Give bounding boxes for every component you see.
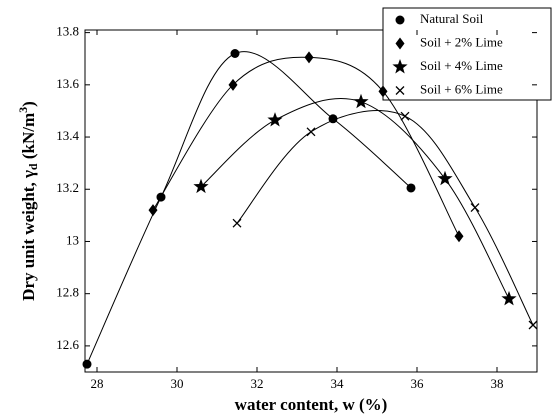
marker — [501, 290, 517, 306]
x-tick-label: 32 — [251, 376, 264, 391]
x-tick-label: 38 — [491, 376, 504, 391]
legend-marker — [395, 86, 405, 95]
marker — [193, 178, 209, 194]
legend-marker — [395, 15, 405, 25]
y-label-sup: 3 — [16, 107, 30, 113]
x-tick-label: 34 — [331, 376, 345, 391]
y-tick-label: 13 — [66, 232, 79, 247]
y-label-part: (kN/m — [19, 113, 38, 164]
y-tick-label: 13.6 — [56, 76, 79, 91]
y-tick-label: 13.4 — [56, 128, 79, 143]
marker — [353, 93, 369, 109]
fit-curve — [86, 51, 412, 365]
y-label-part: Dry unit weight, γ — [19, 170, 38, 301]
legend-label: Soil + 4% Lime — [420, 58, 503, 73]
marker — [454, 230, 464, 243]
x-axis-label: water content, w (%) — [235, 395, 388, 414]
y-label-sub: d — [26, 163, 40, 170]
marker — [437, 170, 453, 186]
marker — [306, 127, 316, 137]
legend-box — [382, 7, 552, 101]
marker — [148, 204, 158, 217]
legend-label: Soil + 6% Lime — [420, 81, 503, 96]
marker — [470, 203, 480, 212]
marker — [267, 112, 283, 127]
marker — [228, 78, 238, 91]
marker — [528, 320, 538, 330]
y-axis-label: Dry unit weight, γd (kN/m3) — [16, 101, 40, 301]
marker — [378, 85, 388, 98]
marker — [406, 183, 416, 193]
x-tick-label: 28 — [91, 376, 104, 391]
x-tick-label: 30 — [171, 376, 184, 391]
y-tick-label: 12.6 — [56, 337, 79, 352]
legend-marker — [395, 37, 405, 50]
marker — [230, 48, 240, 58]
marker — [304, 51, 314, 64]
y-tick-label: 12.8 — [56, 285, 79, 300]
legend-label: Soil + 2% Lime — [420, 34, 503, 49]
marker — [400, 111, 410, 121]
legend-label: Natural Soil — [420, 11, 484, 26]
marker — [82, 359, 92, 369]
y-tick-label: 13.8 — [56, 24, 79, 39]
x-tick-label: 36 — [411, 376, 425, 391]
y-tick-label: 13.2 — [56, 180, 79, 195]
legend-marker — [392, 59, 408, 74]
y-label-part: ) — [19, 101, 38, 107]
marker — [232, 218, 242, 228]
